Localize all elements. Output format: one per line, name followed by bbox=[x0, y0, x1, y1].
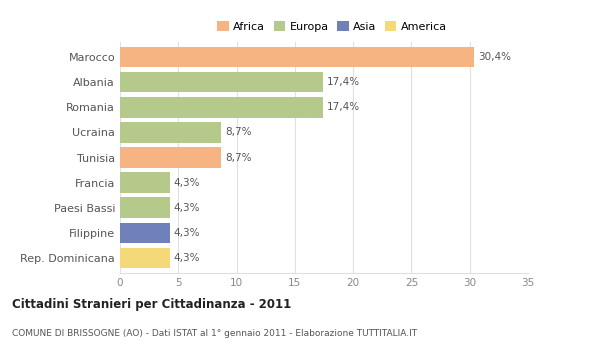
Text: 30,4%: 30,4% bbox=[478, 52, 511, 62]
Bar bbox=[120, 172, 170, 193]
Bar bbox=[120, 47, 475, 67]
Bar bbox=[120, 72, 323, 92]
Bar bbox=[120, 197, 170, 218]
Text: 4,3%: 4,3% bbox=[173, 253, 200, 263]
Text: Cittadini Stranieri per Cittadinanza - 2011: Cittadini Stranieri per Cittadinanza - 2… bbox=[12, 298, 291, 311]
Text: 4,3%: 4,3% bbox=[173, 203, 200, 213]
Text: 17,4%: 17,4% bbox=[326, 102, 359, 112]
Text: 17,4%: 17,4% bbox=[326, 77, 359, 87]
Bar bbox=[120, 97, 323, 118]
Text: 4,3%: 4,3% bbox=[173, 177, 200, 188]
Text: 8,7%: 8,7% bbox=[225, 153, 251, 162]
Text: COMUNE DI BRISSOGNE (AO) - Dati ISTAT al 1° gennaio 2011 - Elaborazione TUTTITAL: COMUNE DI BRISSOGNE (AO) - Dati ISTAT al… bbox=[12, 329, 417, 338]
Bar bbox=[120, 223, 170, 243]
Bar bbox=[120, 122, 221, 143]
Text: 8,7%: 8,7% bbox=[225, 127, 251, 138]
Bar bbox=[120, 147, 221, 168]
Legend: Africa, Europa, Asia, America: Africa, Europa, Asia, America bbox=[215, 19, 449, 34]
Bar bbox=[120, 248, 170, 268]
Text: 4,3%: 4,3% bbox=[173, 228, 200, 238]
